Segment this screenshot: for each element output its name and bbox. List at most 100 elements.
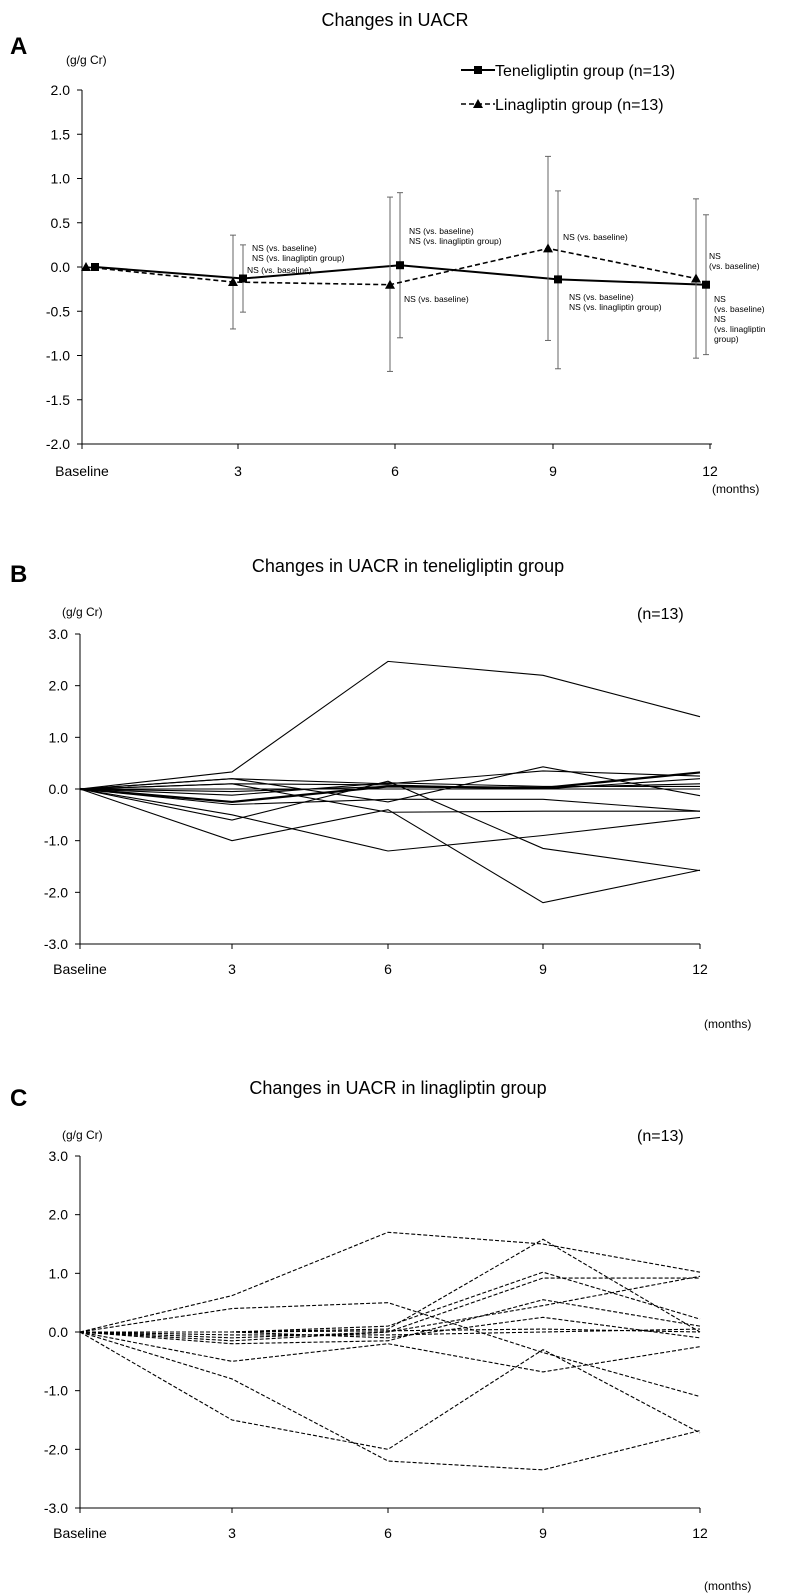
y-tick-label: -3.0 bbox=[44, 936, 68, 952]
panel-a-uacr-changes: A Changes in UACR (g/g Cr) (months) Tene… bbox=[0, 0, 786, 500]
significance-annotation: NS (vs. linagliptin group) bbox=[252, 253, 345, 263]
panel-b-teneligliptin: B Changes in UACR in teneligliptin group… bbox=[0, 548, 786, 1038]
teneligliptin-point bbox=[702, 280, 710, 289]
x-tick-label: 12 bbox=[692, 961, 708, 977]
y-tick-label: 1.0 bbox=[49, 1265, 69, 1281]
teneligliptin-patient-line bbox=[79, 770, 701, 790]
significance-annotation: NS (vs. baseline) bbox=[569, 292, 634, 302]
linagliptin-patient-line bbox=[79, 1231, 701, 1333]
legend-teneligliptin-label: Teneligliptin group (n=13) bbox=[495, 63, 675, 80]
x-tick-label: 6 bbox=[384, 1525, 392, 1541]
chart-b-y-unit: (g/g Cr) bbox=[62, 605, 103, 619]
y-tick-label: -2.0 bbox=[44, 884, 68, 900]
y-tick-label: -1.0 bbox=[44, 833, 68, 849]
y-tick-label: -2.0 bbox=[44, 1441, 68, 1457]
linagliptin-patient-line bbox=[80, 1238, 701, 1333]
x-tick-label: 12 bbox=[692, 1525, 708, 1541]
x-tick-label: 3 bbox=[234, 463, 242, 479]
chart-b-svg: B Changes in UACR in teneligliptin group… bbox=[10, 556, 751, 1031]
significance-annotation: NS bbox=[714, 294, 726, 304]
y-tick-label: 2.0 bbox=[49, 1207, 69, 1223]
chart-a-x-unit: (months) bbox=[712, 482, 759, 496]
linagliptin-point bbox=[228, 277, 238, 287]
teneligliptin-point bbox=[239, 274, 247, 283]
y-tick-label: 0.0 bbox=[49, 781, 69, 797]
x-tick-label: Baseline bbox=[53, 1525, 107, 1541]
panel-letter-c: C bbox=[10, 1085, 27, 1112]
y-tick-label: -2.0 bbox=[46, 436, 70, 452]
x-tick-label: 12 bbox=[702, 463, 718, 479]
significance-annotation: (vs. baseline) bbox=[714, 304, 765, 314]
linagliptin-patient-line bbox=[79, 1328, 701, 1336]
teneligliptin-patient-line bbox=[79, 780, 701, 872]
teneligliptin-point bbox=[396, 261, 404, 270]
teneligliptin-point bbox=[554, 275, 562, 284]
chart-c-title: Changes in UACR in linagliptin group bbox=[249, 1078, 546, 1098]
significance-annotation: group) bbox=[714, 334, 739, 344]
linagliptin-patient-line bbox=[80, 1316, 701, 1339]
significance-annotation: NS (vs. baseline) bbox=[252, 243, 317, 253]
x-tick-label: 3 bbox=[228, 1525, 236, 1541]
linagliptin-patient-line bbox=[80, 1328, 701, 1333]
significance-annotation: NS bbox=[714, 314, 726, 324]
significance-annotation: (vs. linagliptin bbox=[714, 324, 766, 334]
linagliptin-point bbox=[81, 262, 91, 271]
x-tick-label: 6 bbox=[384, 961, 392, 977]
significance-annotation: (vs. baseline) bbox=[709, 261, 760, 271]
teneligliptin-patient-line bbox=[79, 782, 700, 796]
significance-annotation: NS (vs. baseline) bbox=[409, 226, 474, 236]
legend-linagliptin-marker bbox=[473, 99, 483, 108]
significance-annotation: NS (vs. baseline) bbox=[404, 294, 469, 304]
linagliptin-patient-line bbox=[79, 1331, 701, 1373]
x-tick-label: 6 bbox=[391, 463, 399, 479]
x-tick-label: 3 bbox=[228, 961, 236, 977]
y-tick-label: -1.0 bbox=[44, 1383, 68, 1399]
linagliptin-patient-line bbox=[79, 1331, 701, 1450]
y-tick-label: 0.5 bbox=[51, 215, 71, 231]
teneligliptin-patient-line bbox=[79, 771, 701, 804]
linagliptin-point bbox=[385, 279, 395, 289]
x-tick-label: 9 bbox=[549, 463, 557, 479]
chart-b-title: Changes in UACR in teneligliptin group bbox=[252, 556, 564, 576]
panel-letter-a: A bbox=[10, 33, 27, 60]
chart-c-n-label: (n=13) bbox=[637, 1128, 684, 1145]
linagliptin-patient-line bbox=[79, 1275, 701, 1342]
teneligliptin-patient-line bbox=[79, 660, 701, 790]
teneligliptin-patient-line bbox=[79, 788, 701, 852]
y-tick-label: -3.0 bbox=[44, 1500, 68, 1516]
y-tick-label: 2.0 bbox=[51, 82, 71, 98]
linagliptin-patient-line bbox=[80, 1271, 701, 1333]
linagliptin-point bbox=[691, 273, 701, 283]
panel-c-linagliptin: C Changes in UACR in linagliptin group (… bbox=[0, 1070, 786, 1596]
significance-annotation: NS (vs. linagliptin group) bbox=[409, 236, 502, 246]
teneligliptin-patient-line bbox=[79, 778, 701, 790]
x-tick-label: Baseline bbox=[55, 463, 109, 479]
y-tick-label: -1.0 bbox=[46, 348, 70, 364]
chart-c-svg: C Changes in UACR in linagliptin group (… bbox=[10, 1078, 751, 1593]
significance-annotation: NS (vs. baseline) bbox=[247, 265, 312, 275]
y-tick-label: 2.0 bbox=[49, 678, 69, 694]
legend-linagliptin-label: Linagliptin group (n=13) bbox=[495, 97, 664, 114]
chart-c-y-unit: (g/g Cr) bbox=[62, 1128, 103, 1142]
y-tick-label: -1.5 bbox=[46, 392, 70, 408]
teneligliptin-patient-line bbox=[79, 788, 701, 904]
linagliptin-patient-line bbox=[79, 1277, 700, 1339]
y-tick-label: 1.0 bbox=[49, 729, 69, 745]
chart-c-x-unit: (months) bbox=[704, 1579, 751, 1593]
chart-b-n-label: (n=13) bbox=[637, 606, 684, 623]
linagliptin-patient-line bbox=[79, 1331, 701, 1471]
significance-annotation: NS bbox=[709, 251, 721, 261]
linagliptin-patient-line bbox=[79, 1299, 701, 1345]
chart-a-y-unit: (g/g Cr) bbox=[66, 53, 107, 67]
y-tick-label: 0.0 bbox=[49, 1324, 69, 1340]
significance-annotation: NS (vs. linagliptin group) bbox=[569, 302, 662, 312]
y-tick-label: 0.0 bbox=[51, 259, 71, 275]
chart-a-svg: A Changes in UACR (g/g Cr) (months) Tene… bbox=[10, 10, 766, 496]
y-tick-label: 1.0 bbox=[51, 171, 71, 187]
linagliptin-point bbox=[543, 243, 553, 253]
chart-a-legend: Teneligliptin group (n=13) Linagliptin g… bbox=[461, 63, 675, 114]
significance-annotation: NS (vs. baseline) bbox=[563, 232, 628, 242]
y-tick-label: 3.0 bbox=[49, 626, 69, 642]
linagliptin-patient-line bbox=[79, 1302, 701, 1398]
chart-0-plot: 2.0 1.5 1.0 0.5 0.0 -0.5 -1.0 -1.5 -2.0 Baseline 3… bbox=[46, 82, 766, 479]
